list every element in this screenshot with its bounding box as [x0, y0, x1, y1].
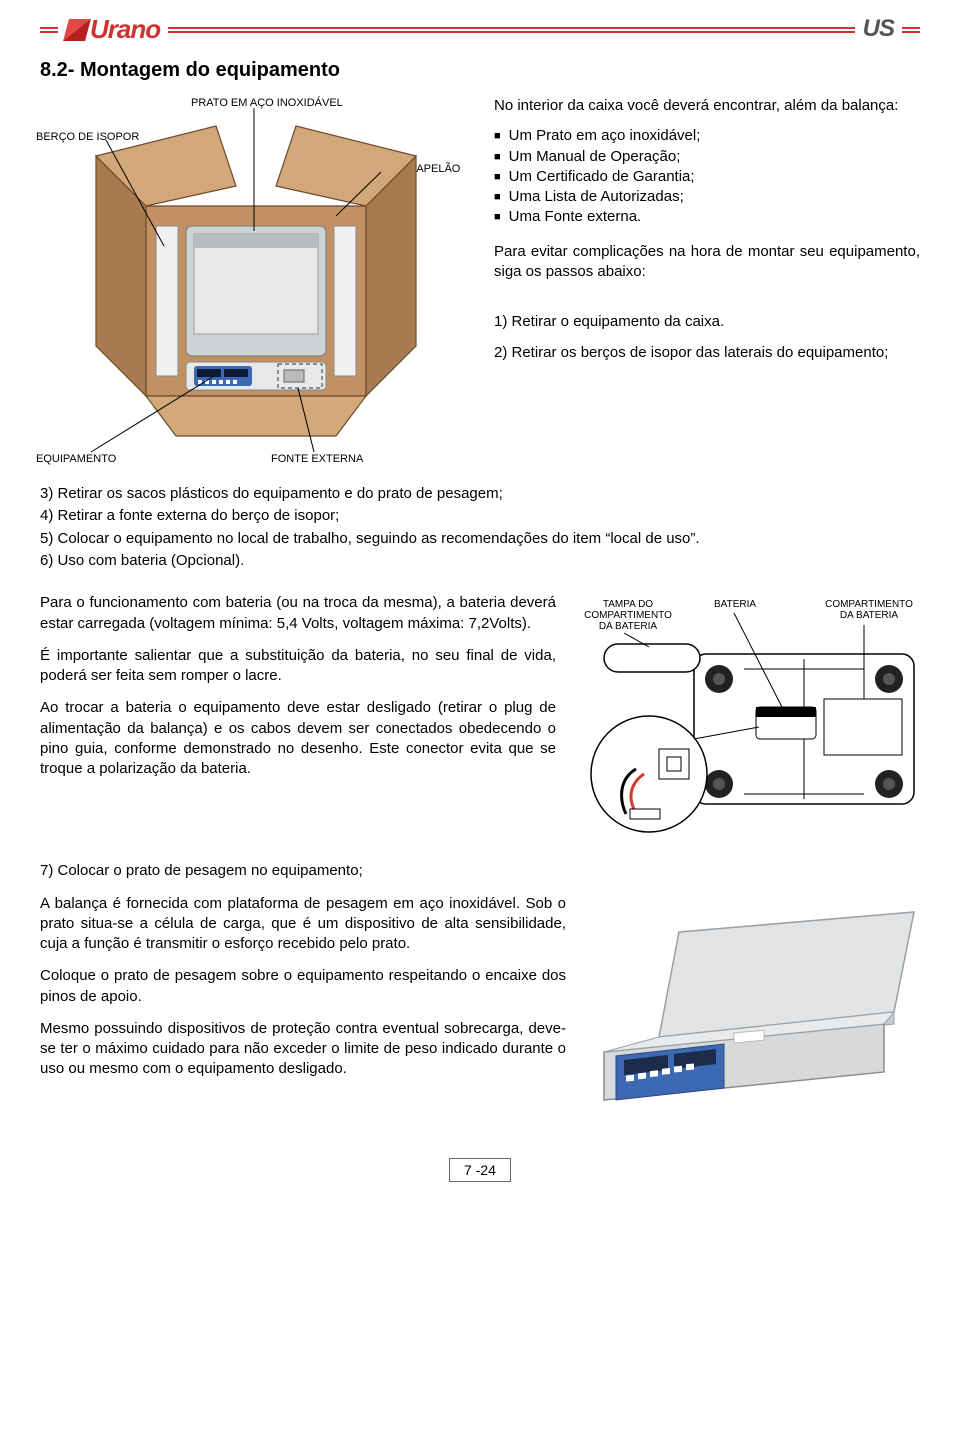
figure-scale — [584, 902, 924, 1112]
header-rule — [902, 27, 920, 33]
brand-mark-icon — [63, 19, 91, 41]
header-rule — [168, 27, 855, 33]
step-3: 3) Retirar os sacos plásticos do equipam… — [40, 484, 920, 504]
step-6: 6) Uso com bateria (Opcional). — [40, 551, 920, 571]
page-number: 7 -24 — [449, 1158, 511, 1183]
scale-svg — [584, 902, 924, 1112]
brand-logo: Urano — [66, 12, 160, 47]
battery-diagram-svg — [574, 599, 924, 849]
step-4: 4) Retirar a fonte externa do berço de i… — [40, 506, 920, 526]
steps-3-6: 3) Retirar os sacos plásticos do equipam… — [40, 484, 920, 571]
step-7: 7) Colocar o prato de pesagem no equipam… — [40, 861, 920, 881]
figure-battery: TAMPA DOCOMPARTIMENTODA BATERIA BATERIA … — [574, 599, 924, 849]
packaging-diagram-svg — [36, 96, 476, 476]
brand-name: Urano — [90, 14, 160, 44]
step-5: 5) Colocar o equipamento no local de tra… — [40, 529, 920, 549]
page-header: Urano US — [40, 12, 920, 47]
header-rule — [40, 27, 58, 33]
brand-series: US — [863, 13, 894, 45]
page-footer: 7 -24 — [40, 1158, 920, 1183]
figure-packaging: PRATO EM AÇO INOXIDÁVEL BERÇO DE ISOPOR … — [36, 96, 476, 476]
section-heading: 8.2- Montagem do equipamento — [40, 57, 920, 84]
